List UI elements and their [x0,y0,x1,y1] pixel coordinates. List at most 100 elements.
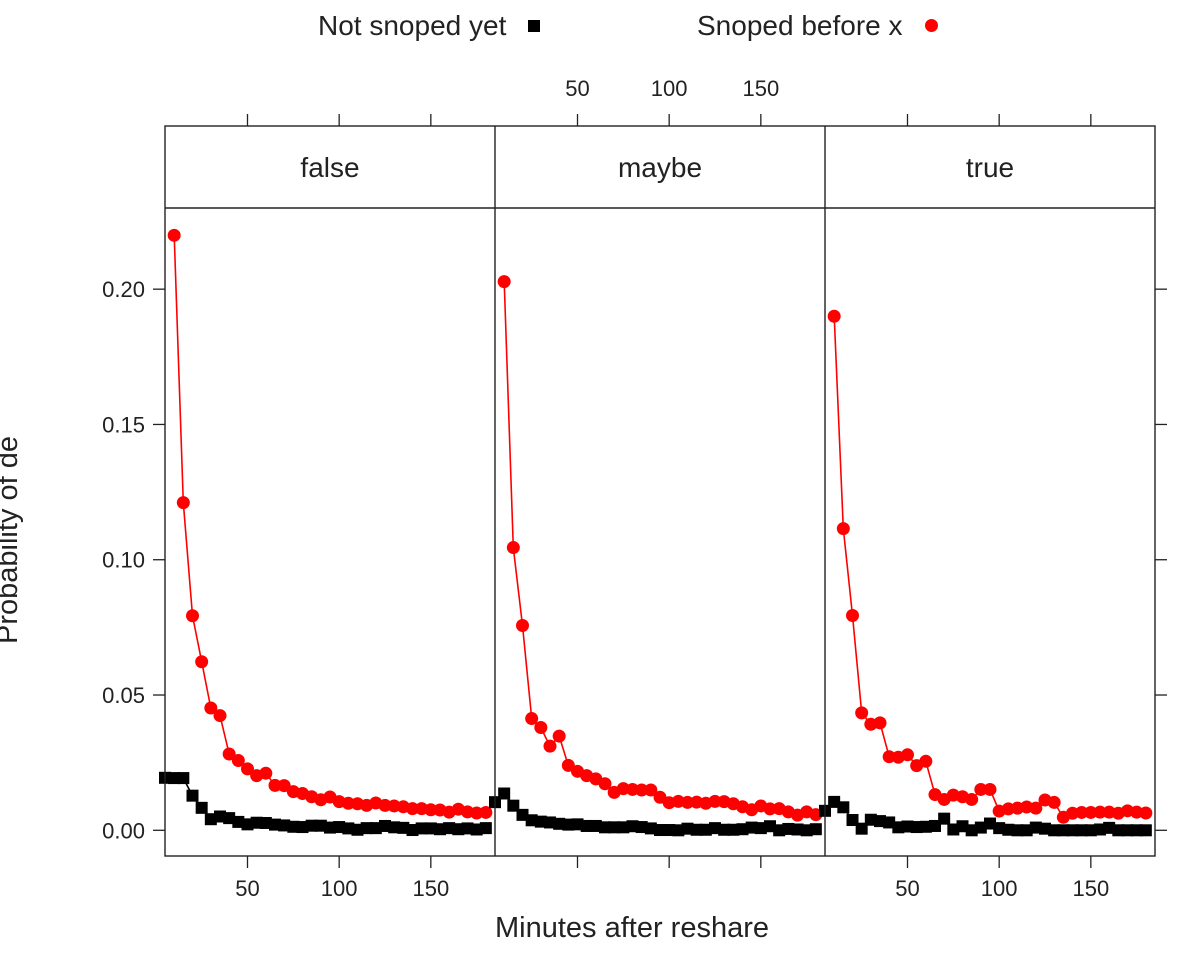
legend-label-snoped-before-x: Snoped before x [697,10,903,41]
x-tick-label: 50 [895,876,919,901]
data-point-snoped-before-x-maybe [516,618,529,632]
data-point-snoped-before-x-false [406,802,419,816]
data-point-snoped-before-x-true [974,782,988,796]
data-point-not-snoped-yet-false [305,819,318,832]
data-point-not-snoped-yet-false [434,823,446,836]
data-point-not-snoped-yet-true [1139,824,1152,837]
legend-item-not-snoped-yet[interactable]: Not snoped yet [318,8,541,44]
strip-background-false [165,126,495,208]
data-point-snoped-before-x-maybe [543,739,557,753]
panel-false: false [159,126,495,837]
strip-title-false: false [300,152,359,183]
data-point-not-snoped-yet-true [910,821,923,834]
strip-title-maybe: maybe [618,152,702,183]
data-point-not-snoped-yet-maybe [608,821,621,834]
data-point-not-snoped-yet-false [168,772,181,785]
data-point-not-snoped-yet-false [223,812,236,825]
data-point-snoped-before-x-true [1139,806,1153,820]
data-point-not-snoped-yet-false [287,820,300,833]
data-point-snoped-before-x-maybe [644,783,658,797]
data-point-snoped-before-x-true [1075,805,1089,819]
data-point-not-snoped-yet-maybe [791,823,804,836]
data-point-not-snoped-yet-true [929,819,941,832]
data-point-snoped-before-x-false [222,747,236,761]
data-point-not-snoped-yet-true [1066,824,1079,837]
y-axis-label: Probability of de [0,436,24,644]
data-point-not-snoped-yet-false [241,818,254,831]
data-point-not-snoped-yet-false [204,813,217,826]
x-tick-label: 150 [412,876,449,901]
data-point-not-snoped-yet-maybe [754,822,767,835]
data-point-not-snoped-yet-false [214,810,226,823]
data-point-snoped-before-x-false [167,228,181,242]
panel-maybe: maybe [489,126,825,837]
y-tick-label: 0.15 [102,412,145,437]
data-point-not-snoped-yet-false [333,821,346,834]
data-point-snoped-before-x-maybe [635,783,649,797]
data-point-not-snoped-yet-true [1039,822,1051,835]
data-point-not-snoped-yet-false [314,819,327,832]
data-point-not-snoped-yet-maybe [773,824,786,837]
data-point-snoped-before-x-maybe [598,777,612,791]
strip-title-true: true [966,152,1014,183]
data-point-not-snoped-yet-maybe [571,818,584,831]
data-point-snoped-before-x-true [901,748,914,762]
data-point-not-snoped-yet-maybe [516,808,529,821]
x-tick-label: 150 [1072,876,1109,901]
data-point-not-snoped-yet-maybe [562,818,575,831]
data-point-not-snoped-yet-true [883,816,896,829]
data-point-not-snoped-yet-false [250,816,263,829]
data-point-snoped-before-x-maybe [534,720,548,734]
data-point-snoped-before-x-maybe [525,712,539,726]
series-line-snoped-before-x-false [173,235,486,814]
x-tick-label-top: 150 [742,76,779,101]
plot-frame [164,125,1156,857]
data-point-not-snoped-yet-false [406,824,419,837]
data-point-not-snoped-yet-true [828,795,841,808]
data-point-not-snoped-yet-true [1094,823,1106,836]
data-point-not-snoped-yet-false [452,823,465,836]
data-point-snoped-before-x-true [873,716,887,730]
data-point-snoped-before-x-false [213,709,227,723]
data-point-not-snoped-yet-maybe [718,823,731,836]
data-point-not-snoped-yet-maybe [525,814,538,827]
data-point-snoped-before-x-maybe [681,795,694,809]
data-point-not-snoped-yet-false [388,821,401,834]
data-point-not-snoped-yet-maybe [544,816,556,829]
data-point-snoped-before-x-false [341,796,355,810]
data-point-snoped-before-x-false [479,805,493,819]
data-point-not-snoped-yet-true [892,821,905,834]
data-point-not-snoped-yet-false [443,822,456,835]
data-point-snoped-before-x-false [231,753,245,767]
data-point-not-snoped-yet-maybe [599,821,611,834]
data-point-not-snoped-yet-true [864,813,877,826]
data-point-not-snoped-yet-maybe [782,822,795,835]
legend: Not snoped yet Snoped before x [0,8,1179,48]
data-point-not-snoped-yet-true [1011,824,1024,837]
data-point-not-snoped-yet-maybe [534,815,547,828]
data-point-not-snoped-yet-false [461,822,474,835]
data-point-snoped-before-x-true [965,792,979,806]
data-point-not-snoped-yet-false [397,821,410,834]
data-point-not-snoped-yet-true [947,823,960,836]
x-tick-label: 50 [235,876,259,901]
data-point-not-snoped-yet-true [1075,824,1088,837]
data-point-snoped-before-x-maybe [561,758,575,772]
data-point-not-snoped-yet-true [1057,824,1070,837]
data-point-not-snoped-yet-maybe [663,824,676,837]
data-point-not-snoped-yet-false [342,822,355,835]
legend-item-snoped-before-x[interactable]: Snoped before x [697,8,938,44]
data-point-snoped-before-x-maybe [497,275,511,289]
data-point-not-snoped-yet-false [324,821,336,834]
data-point-not-snoped-yet-true [1130,824,1143,837]
data-point-not-snoped-yet-maybe [809,823,822,836]
data-point-not-snoped-yet-maybe [764,820,776,833]
x-tick-label: 100 [321,876,358,901]
data-point-snoped-before-x-maybe [626,782,639,796]
data-point-snoped-before-x-false [204,701,218,715]
data-point-not-snoped-yet-maybe [672,824,685,837]
data-point-not-snoped-yet-false [424,822,437,835]
data-point-not-snoped-yet-true [965,824,978,837]
data-point-not-snoped-yet-true [1103,821,1116,834]
data-point-not-snoped-yet-true [1002,823,1015,836]
